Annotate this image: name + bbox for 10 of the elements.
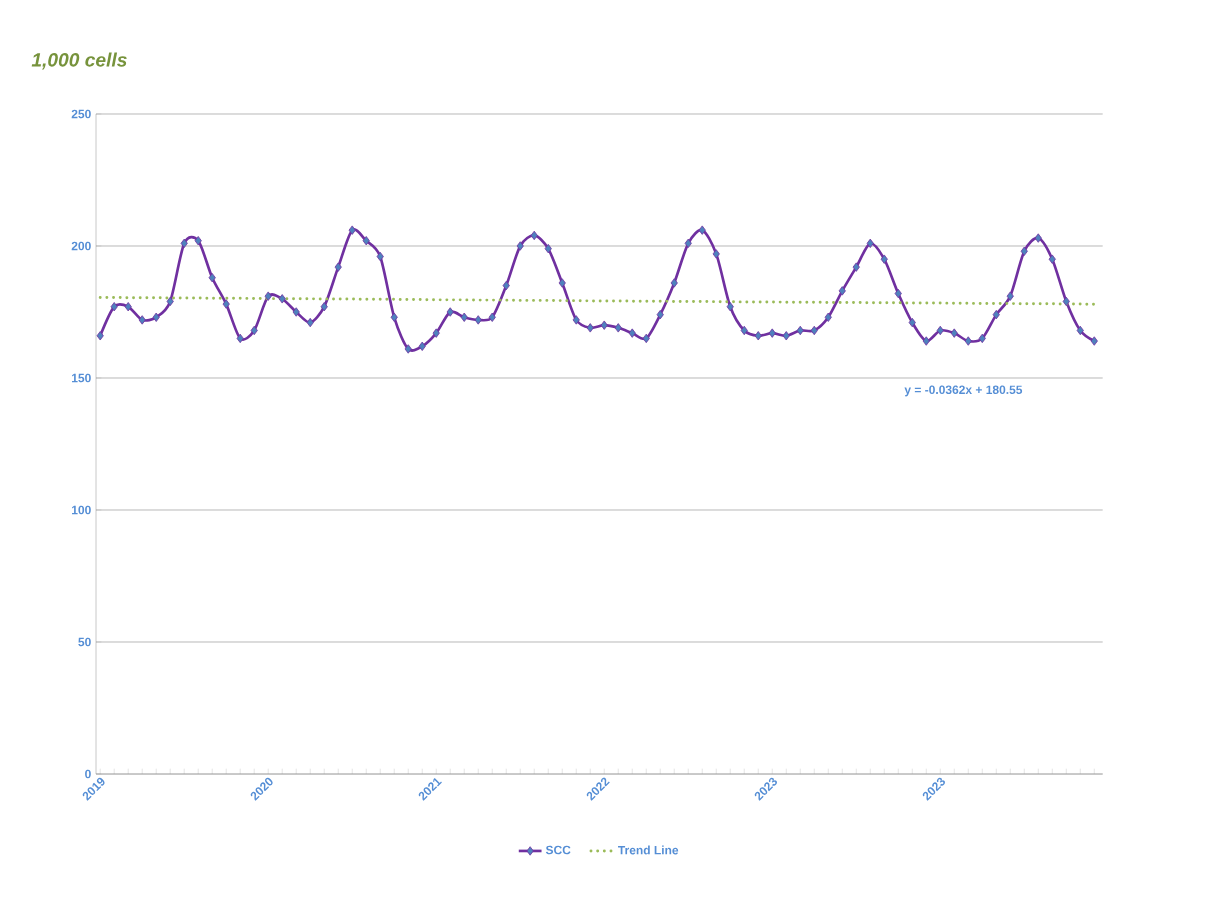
y-axis-title: 1,000 cells	[31, 52, 127, 70]
legend-label: Trend Line	[618, 845, 679, 855]
y-tick-label: 100	[72, 505, 91, 515]
y-tick-label: 250	[71, 109, 91, 119]
y-tick-label: 50	[78, 637, 91, 647]
y-tick-label: 200	[71, 241, 91, 251]
y-tick-label: 150	[72, 373, 91, 383]
y-tick-label: 0	[85, 769, 91, 779]
annotation: y = -0.0362x + 180.55	[904, 385, 1023, 397]
legend-label: SCC	[545, 845, 571, 855]
